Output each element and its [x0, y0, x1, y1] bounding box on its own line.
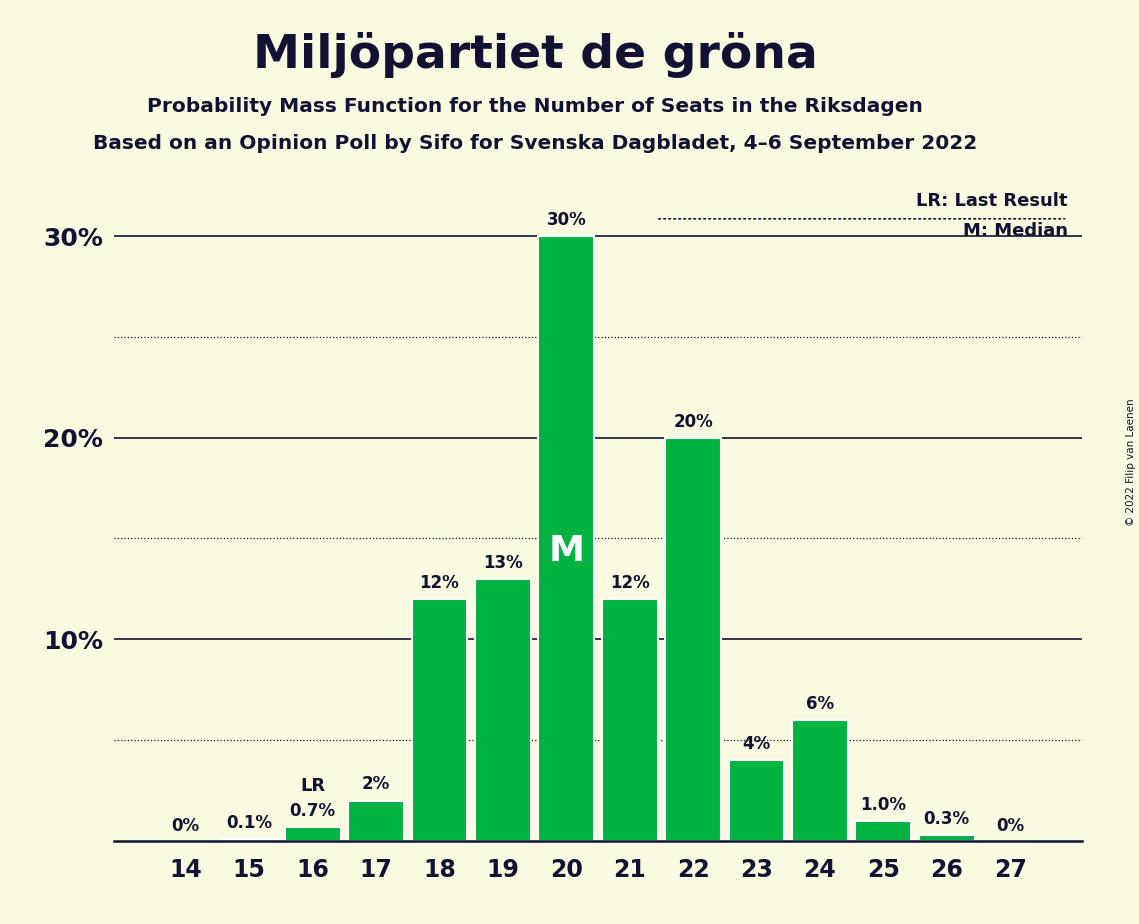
Text: M: M: [548, 533, 584, 567]
Text: 1.0%: 1.0%: [860, 796, 907, 814]
Text: LR: LR: [300, 777, 326, 796]
Bar: [665, 438, 721, 841]
Text: Probability Mass Function for the Number of Seats in the Riksdagen: Probability Mass Function for the Number…: [147, 97, 924, 116]
Text: © 2022 Filip van Laenen: © 2022 Filip van Laenen: [1126, 398, 1136, 526]
Text: 0.7%: 0.7%: [289, 802, 336, 820]
Bar: [919, 834, 975, 841]
Bar: [792, 720, 847, 841]
Text: 2%: 2%: [362, 775, 391, 794]
Text: Miljöpartiet de gröna: Miljöpartiet de gröna: [253, 32, 818, 79]
Text: 0%: 0%: [997, 817, 1024, 834]
Bar: [285, 827, 341, 841]
Text: 4%: 4%: [743, 736, 771, 753]
Text: 0.1%: 0.1%: [227, 814, 272, 832]
Text: LR: Last Result: LR: Last Result: [916, 192, 1067, 210]
Text: 0.3%: 0.3%: [924, 809, 969, 828]
Text: 20%: 20%: [673, 413, 713, 431]
Text: 13%: 13%: [483, 553, 523, 572]
Bar: [411, 599, 467, 841]
Bar: [475, 578, 531, 841]
Text: M: Median: M: Median: [962, 222, 1067, 240]
Bar: [349, 800, 404, 841]
Text: 0%: 0%: [172, 817, 199, 834]
Bar: [539, 236, 595, 841]
Bar: [221, 839, 277, 841]
Text: 6%: 6%: [806, 695, 834, 712]
Text: 12%: 12%: [609, 574, 649, 592]
Text: 12%: 12%: [419, 574, 459, 592]
Text: Based on an Opinion Poll by Sifo for Svenska Dagbladet, 4–6 September 2022: Based on an Opinion Poll by Sifo for Sve…: [93, 134, 977, 153]
Bar: [729, 760, 785, 841]
Text: 30%: 30%: [547, 211, 587, 229]
Bar: [601, 599, 657, 841]
Bar: [855, 821, 911, 841]
